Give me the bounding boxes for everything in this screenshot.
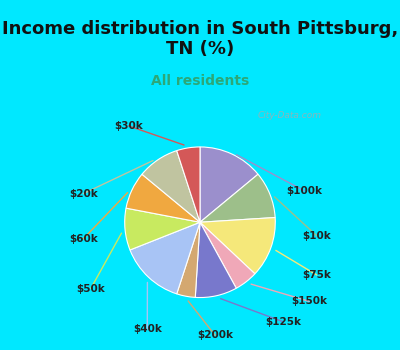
Text: $50k: $50k [76,284,105,294]
Wedge shape [195,222,236,298]
Text: $60k: $60k [69,234,98,244]
Text: $125k: $125k [265,317,301,327]
Text: $10k: $10k [302,231,331,241]
Text: Income distribution in South Pittsburg,
TN (%): Income distribution in South Pittsburg, … [2,20,398,58]
Wedge shape [200,174,275,222]
Text: $20k: $20k [69,189,98,199]
Text: $150k: $150k [291,296,327,306]
Text: $40k: $40k [133,324,162,334]
Wedge shape [125,208,200,250]
Wedge shape [200,217,275,274]
Wedge shape [126,174,200,222]
Text: $100k: $100k [286,186,322,196]
Text: $30k: $30k [114,121,143,131]
Wedge shape [177,222,200,298]
Text: $200k: $200k [197,330,233,340]
Wedge shape [130,222,200,294]
Wedge shape [200,147,258,222]
Wedge shape [177,147,200,222]
Text: City-Data.com: City-Data.com [258,111,322,120]
Wedge shape [142,150,200,222]
Text: $75k: $75k [302,270,331,280]
Wedge shape [200,222,255,288]
Text: All residents: All residents [151,74,249,88]
